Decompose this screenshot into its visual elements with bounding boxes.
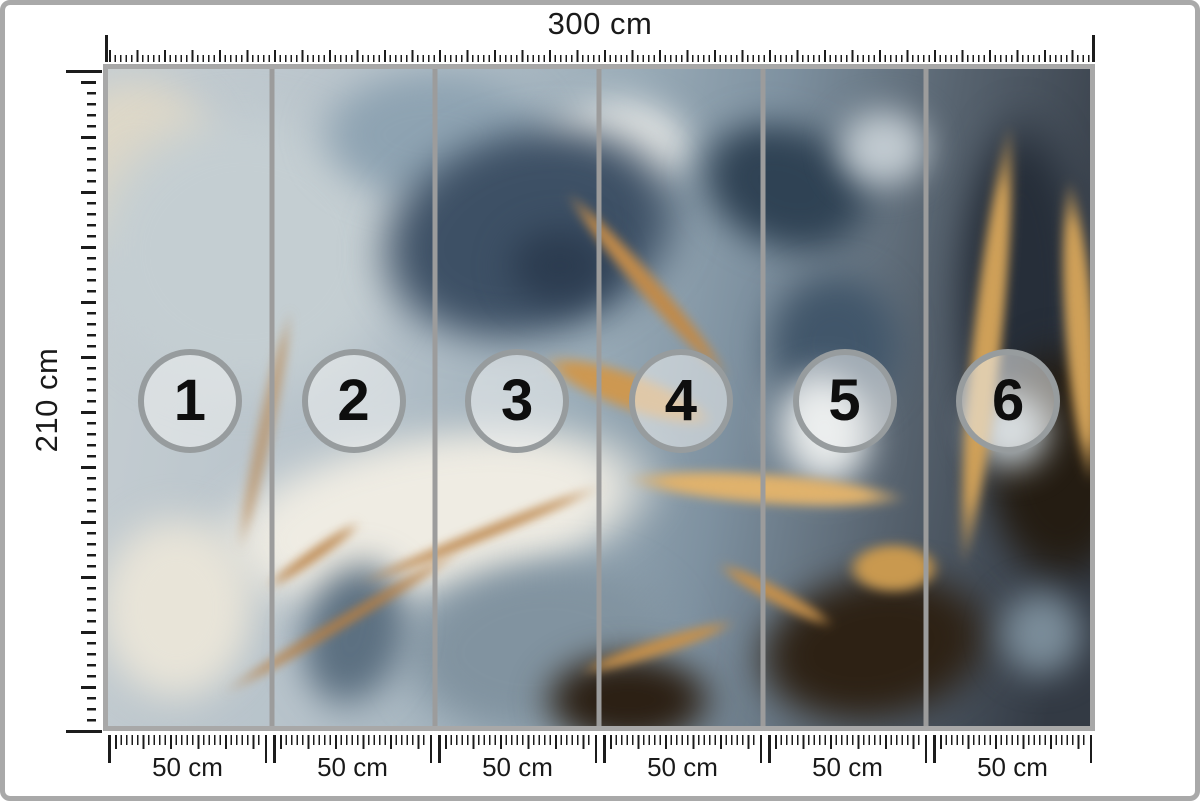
panel-divider (923, 69, 929, 726)
panel-width-label: 50 cm (812, 752, 883, 782)
panel-ruler: 50 cm (270, 733, 435, 782)
panel-number-badge: 3 (465, 348, 570, 453)
panel-divider (432, 69, 438, 726)
panel-ruler: 50 cm (600, 733, 765, 782)
panel-number-badge: 6 (956, 348, 1061, 453)
panel-number-badge: 5 (792, 348, 897, 453)
panel-divider (596, 69, 602, 726)
panel-ruler: 50 cm (105, 733, 270, 782)
panel-number: 1 (173, 367, 206, 433)
mural-preview-frame: 1 2 3 4 5 6 (103, 64, 1095, 731)
panel-number-badge: 1 (137, 348, 242, 453)
panel-number-badge: 4 (628, 348, 733, 453)
texture-blob (977, 568, 1090, 700)
panel-divider (760, 69, 766, 726)
texture-blob (815, 88, 953, 207)
panel-divider (269, 69, 275, 726)
panel-width-label: 50 cm (977, 752, 1048, 782)
panel-number-badge: 2 (301, 348, 406, 453)
panel-width-label: 50 cm (317, 752, 388, 782)
mural-image: 1 2 3 4 5 6 (108, 69, 1090, 726)
panel-width-label: 50 cm (647, 752, 718, 782)
bottom-rulers: 50 cm 50 cm 50 cm 50 cm 50 cm 50 cm (105, 733, 1095, 782)
texture-gold-vein (834, 535, 953, 602)
panel-number: 4 (664, 367, 697, 433)
panel-number: 6 (992, 367, 1025, 433)
panel-ruler: 50 cm (930, 733, 1095, 782)
panel-ruler: 50 cm (435, 733, 600, 782)
left-ruler (66, 70, 102, 733)
panel-number: 3 (501, 367, 534, 433)
panel-number: 2 (337, 367, 370, 433)
panel-width-label: 50 cm (482, 752, 553, 782)
total-height-label: 210 cm (29, 347, 64, 453)
panel-ruler: 50 cm (765, 733, 930, 782)
panel-width-label: 50 cm (152, 752, 223, 782)
top-ruler (105, 35, 1095, 62)
panel-number: 5 (828, 367, 861, 433)
